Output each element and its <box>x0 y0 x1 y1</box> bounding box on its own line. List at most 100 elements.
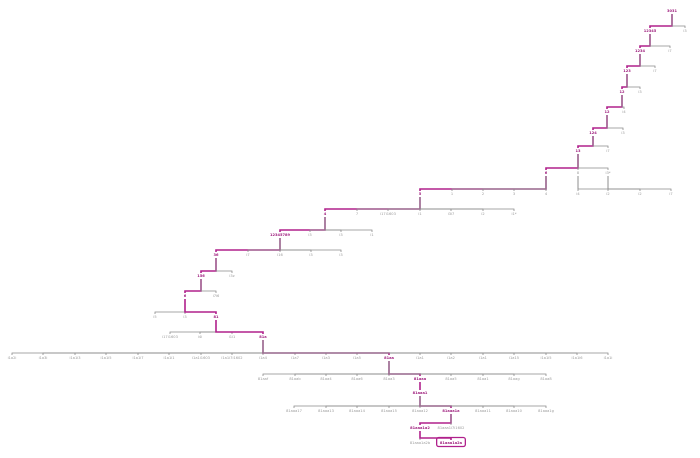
tree-node-label[interactable]: i1a2 <box>447 356 455 360</box>
tree-node-label[interactable]: i1 <box>418 212 421 216</box>
tree-node-label[interactable]: 7 <box>356 212 358 216</box>
tree-node-label[interactable]: 81a <box>259 335 267 339</box>
tree-node-label[interactable]: i16 <box>277 253 283 257</box>
tree-node-label[interactable]: 12345 <box>644 29 657 33</box>
tree-node-label[interactable]: i17i1603 <box>162 335 178 339</box>
tree-node-label[interactable]: 81aag <box>508 377 519 381</box>
tree-node-label[interactable]: 81aa1 <box>477 377 488 381</box>
tree-node-label[interactable]: i1a1i7i1602 <box>221 356 242 360</box>
tree-node-label[interactable]: i3 <box>183 315 186 319</box>
tree-node-label[interactable]: 81aaa15 <box>381 409 397 413</box>
tree-node-label[interactable]: i3 <box>339 253 342 257</box>
tree-node-label[interactable]: i3z <box>229 274 234 278</box>
tree-node-label[interactable]: 36 <box>213 253 219 257</box>
tree-node-label[interactable]: 81aa6 <box>351 377 363 381</box>
tree-node-label[interactable]: i3i7 <box>448 212 455 216</box>
tree-node-label[interactable]: i1a7 <box>291 356 299 360</box>
tree-node-label[interactable]: 81aaa13 <box>318 409 334 413</box>
tree-node-label[interactable]: i2 <box>638 192 641 196</box>
tree-node-label[interactable]: 81aaa12 <box>412 409 428 413</box>
tree-node-label[interactable]: 81aa8 <box>540 377 552 381</box>
tree-node-label[interactable]: i3 <box>621 131 624 135</box>
tree-node-label[interactable]: i4 <box>622 110 626 114</box>
tree-node-label[interactable]: i1a1i5 <box>100 356 111 360</box>
tree-node-label[interactable]: i7 <box>668 49 671 53</box>
tree-node-label[interactable]: 81aaf <box>258 377 269 381</box>
tree-node-label[interactable]: 123 <box>623 69 631 73</box>
tree-node-label[interactable]: 6 <box>545 171 548 175</box>
tree-node-label[interactable]: 81aaa14 <box>349 409 365 413</box>
tree-edge <box>279 238 342 252</box>
tree-node-label[interactable]: i17i1603 <box>380 212 396 216</box>
tree-node-label[interactable]: 4 <box>324 212 327 216</box>
tree-node-label[interactable]: i2 <box>606 192 609 196</box>
tree-node-label[interactable]: 1 <box>451 192 453 196</box>
tree-node-label[interactable]: i3* <box>605 171 610 175</box>
tree-node-label[interactable]: i3 <box>683 29 686 33</box>
tree-node-label[interactable]: 81aaa <box>414 377 427 381</box>
tree-node-label[interactable]: i1a4 <box>259 356 267 360</box>
tree-node-label[interactable]: i1a1i6 <box>571 356 583 360</box>
tree-node-label[interactable]: i7 <box>653 69 656 73</box>
tree-node-label[interactable]: i1a1i5 <box>540 356 551 360</box>
tree-node-label[interactable]: 4 <box>545 192 548 196</box>
tree-node-label[interactable]: i1 <box>370 233 373 237</box>
tree-node-label[interactable]: 156 <box>197 274 205 278</box>
tree-node-label[interactable]: i2 <box>481 212 484 216</box>
tree-node-label[interactable]: i1a15 <box>509 356 519 360</box>
tree-node-label[interactable]: 5 <box>419 192 422 196</box>
tree-node-label[interactable]: i4 <box>576 192 580 196</box>
tree-node-label[interactable]: 8 <box>577 171 580 175</box>
tree-node-label[interactable]: 81aaa1i7i1602 <box>438 426 465 430</box>
tree-node-label[interactable]: 81aaa1a2a <box>440 441 463 445</box>
tree-node-label[interactable]: i3 <box>638 90 641 94</box>
tree-node-label[interactable]: 81aaa1 <box>413 391 428 395</box>
tree-node-label[interactable]: 3 <box>513 192 515 196</box>
tree-node-label[interactable]: i3 <box>339 233 342 237</box>
tree-node-label[interactable]: 81aab <box>289 377 301 381</box>
tree-node-label[interactable]: i3 <box>309 253 312 257</box>
tree-node-label[interactable]: i4i <box>198 335 202 339</box>
tree-node-label[interactable]: 124 <box>589 131 597 135</box>
tree-node-label[interactable]: i7 <box>669 192 672 196</box>
tree-node-label[interactable]: 12345789 <box>270 233 291 237</box>
tree-node-label[interactable]: 1234 <box>635 49 646 53</box>
tree-node-label[interactable]: i7i6 <box>213 294 220 298</box>
tree-node-label[interactable]: 81aaa10 <box>506 409 522 413</box>
tree-node-label[interactable]: 81aaa1a <box>442 409 460 413</box>
tree-node-label[interactable]: 2 <box>482 192 484 196</box>
tree-node-label[interactable]: 81aaa1a2 <box>410 426 430 430</box>
tree-node-label[interactable]: 81 <box>213 315 219 319</box>
tree-node-label[interactable]: 81aa <box>384 356 394 360</box>
tree-node-label[interactable]: i1a1i3 <box>69 356 80 360</box>
tree-node-label[interactable]: i1a3 <box>322 356 330 360</box>
tree-node-label[interactable]: 81aa3 <box>383 377 394 381</box>
tree-node-label[interactable]: i1a5 <box>353 356 361 360</box>
tree-node-label[interactable]: i1a1i1 <box>163 356 174 360</box>
tree-node-label[interactable]: 81aaa1a2b <box>410 441 431 445</box>
tree-node-label[interactable]: i1a3i <box>39 356 48 360</box>
tree-node-label[interactable]: i1a1i7 <box>132 356 143 360</box>
tree-node-label[interactable]: i7 <box>606 149 609 153</box>
tree-node-label[interactable]: 13 <box>575 149 581 153</box>
tree-node-label[interactable]: i1i1 <box>229 335 236 339</box>
tree-node-label[interactable]: 81aaa1g <box>538 409 554 413</box>
tree-node-label[interactable]: i1a1i1603 <box>192 356 210 360</box>
tree-node-label[interactable]: i3 <box>308 233 311 237</box>
tree-node-label[interactable]: i1a1i <box>604 356 613 360</box>
tree-node-label[interactable]: 81aa5 <box>445 377 456 381</box>
tree-edge <box>231 340 264 355</box>
tree-node-label[interactable]: 3031 <box>667 9 678 13</box>
tree-node-label[interactable]: 12 <box>619 90 625 94</box>
tree-node-label[interactable]: 81aa4 <box>320 377 332 381</box>
tree-node-label[interactable]: 12 <box>604 110 610 114</box>
tree-node-label[interactable]: i1a2i <box>8 356 17 360</box>
tree-node-label[interactable]: i1a1 <box>479 356 487 360</box>
tree-node-label[interactable]: 6 <box>184 294 187 298</box>
tree-node-label[interactable]: i7 <box>246 253 249 257</box>
tree-node-label[interactable]: i1a1 <box>416 356 424 360</box>
tree-node-label[interactable]: 81aaa17 <box>286 409 302 413</box>
tree-node-label[interactable]: i1* <box>511 212 516 216</box>
tree-node-label[interactable]: i5 <box>153 315 156 319</box>
tree-node-label[interactable]: 81aaa11 <box>475 409 491 413</box>
